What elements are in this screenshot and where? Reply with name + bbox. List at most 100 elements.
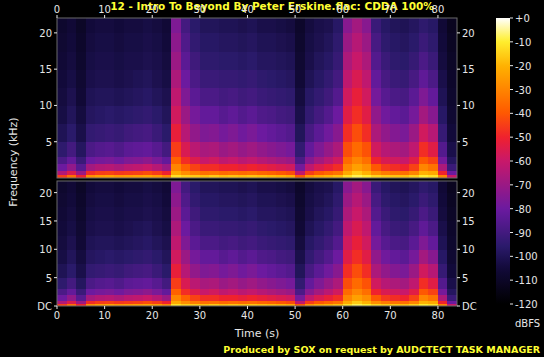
cell [181,171,191,175]
cell [390,249,400,264]
cell [381,263,391,278]
cell [57,278,67,290]
cell [76,300,86,303]
cell [200,156,210,164]
cell [333,295,343,301]
cell [390,33,400,52]
cell [295,249,305,264]
cell [447,300,457,303]
cell [86,163,96,171]
cell [209,193,219,208]
cell [314,289,324,295]
colorbar-tick [510,137,513,138]
cell [438,142,448,157]
y-tick [457,192,460,193]
cell [447,289,457,295]
cell [371,263,381,278]
cell [390,174,400,178]
cell [190,124,200,143]
cell [276,207,286,222]
cell [171,171,181,175]
y-tick-label: 10 [462,100,475,111]
cell [124,235,134,250]
cell [381,33,391,52]
cell [247,193,257,208]
cell [362,193,372,208]
cell [343,124,353,143]
cell [428,87,438,106]
cell [209,87,219,106]
cell [162,221,172,236]
cell [67,193,77,208]
cell [190,181,200,193]
cell [276,18,286,33]
cell [381,295,391,301]
cell [57,263,67,278]
cell [286,124,296,143]
cell [209,124,219,143]
cell [162,207,172,222]
cell [124,87,134,106]
cell [409,278,419,290]
cell [381,69,391,88]
cell [105,289,115,295]
cell [57,181,67,193]
cell [86,207,96,222]
cell [105,221,115,236]
cell [286,278,296,290]
cell [390,142,400,157]
cell [257,278,267,290]
cell [228,142,238,157]
cell [162,163,172,171]
x-tick-label: 10 [98,310,111,321]
cell [333,156,343,164]
cell [343,300,353,303]
cell [371,18,381,33]
cell [286,235,296,250]
cell [133,249,143,264]
cell [324,263,334,278]
cell [171,221,181,236]
cell [371,300,381,303]
cell [276,278,286,290]
cell [286,295,296,301]
cell [238,300,248,303]
cell [447,193,457,208]
x-tick-label: 40 [241,310,254,321]
cell [267,193,277,208]
cell [343,249,353,264]
x-tick-label: 0 [54,310,60,321]
cell [238,142,248,157]
cell [371,174,381,178]
cell [181,142,191,157]
colorbar [496,18,510,304]
cell [295,163,305,171]
cell [171,33,181,52]
cell [352,174,362,178]
cell [381,18,391,33]
x-tick-label: 50 [289,4,302,15]
cell [295,105,305,124]
cell [76,174,86,178]
cell [390,105,400,124]
cell [381,171,391,175]
cell [105,51,115,70]
cell [105,156,115,164]
cell [133,263,143,278]
cell [352,207,362,222]
cell [438,249,448,264]
cell [57,207,67,222]
cell [381,207,391,222]
cell [143,207,153,222]
cell [314,300,324,303]
cell [238,263,248,278]
cell [371,235,381,250]
cell [114,300,124,303]
y-tick-label: 5 [46,137,52,148]
cell [86,124,96,143]
cell [390,193,400,208]
cell [162,263,172,278]
cell [314,87,324,106]
cell [228,207,238,222]
cell [143,263,153,278]
